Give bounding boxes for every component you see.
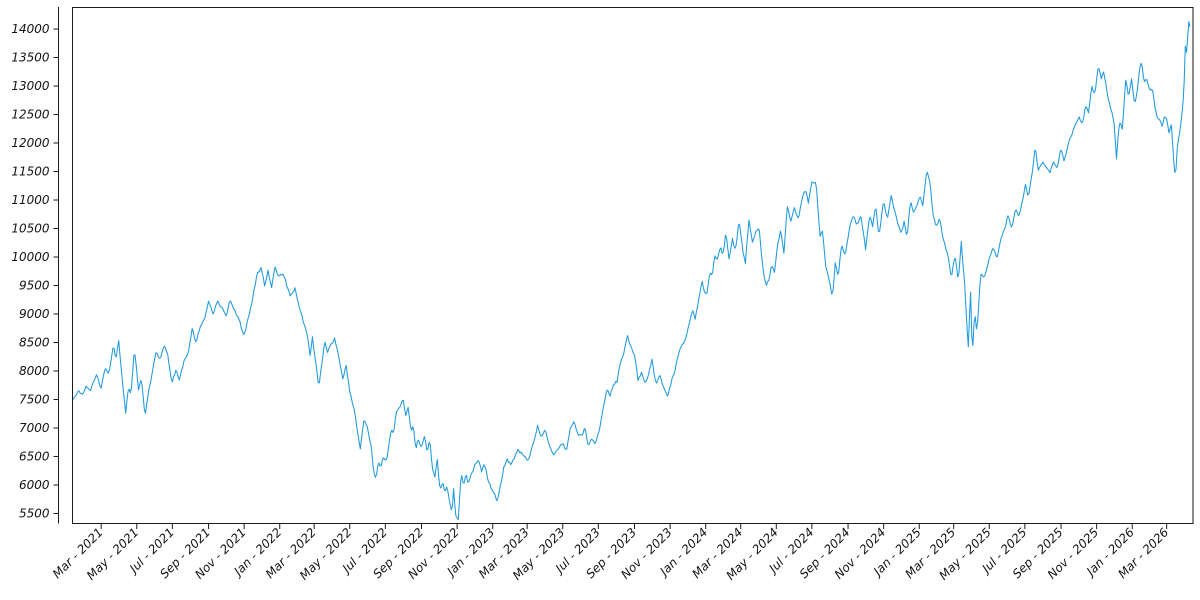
y-tick-label: 11500 xyxy=(11,165,50,179)
series-group xyxy=(72,21,1191,521)
y-tick-label: 6000 xyxy=(19,478,50,492)
y-tick-label: 5500 xyxy=(19,507,50,521)
y-tick-label: 7500 xyxy=(19,393,50,407)
y-tick-label: 7000 xyxy=(19,421,50,435)
y-tick-label: 14000 xyxy=(11,22,50,36)
y-tick-label: 11000 xyxy=(11,193,50,207)
y-tick-label: 9500 xyxy=(19,279,50,293)
series-line xyxy=(72,21,1191,521)
y-tick-label: 9000 xyxy=(19,307,50,321)
y-axis-labels: 5500 6000 6500 7000 7500 8000 8500 9000 9500 1000… xyxy=(11,22,50,520)
x-axis-ticks xyxy=(100,523,1168,529)
y-tick-label: 12000 xyxy=(11,136,50,150)
y-tick-label: 13000 xyxy=(11,79,50,93)
y-tick-label: 13500 xyxy=(11,51,50,65)
y-tick-label: 12500 xyxy=(11,108,50,122)
y-axis-ticks xyxy=(53,28,59,514)
y-tick-label: 8500 xyxy=(19,336,50,350)
y-tick-label: 8000 xyxy=(19,364,50,378)
plot-frame xyxy=(72,7,1194,524)
y-tick-label: 10500 xyxy=(11,222,50,236)
y-tick-label: 6500 xyxy=(19,450,50,464)
y-tick-label: 10000 xyxy=(11,250,50,264)
